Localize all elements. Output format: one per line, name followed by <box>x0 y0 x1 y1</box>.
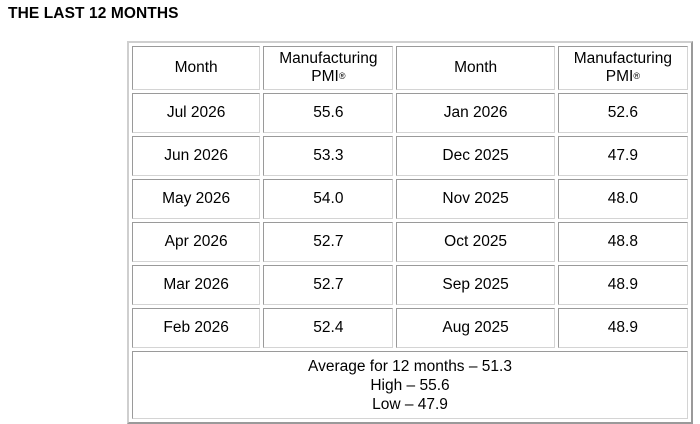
summary-high: High – 55.6 <box>370 376 450 394</box>
header-pmi-line1: Manufacturing <box>573 50 672 67</box>
header-pmi-line2: PMI® <box>264 68 392 86</box>
month-cell: Jan 2026 <box>396 93 555 133</box>
table-row: Jun 2026 53.3 Dec 2025 47.9 <box>132 136 688 176</box>
header-pmi-line2: PMI® <box>559 68 687 86</box>
header-month-right: Month <box>396 46 555 90</box>
registered-mark: ® <box>338 71 346 81</box>
pmi-cell: 48.0 <box>557 179 688 219</box>
section-title: THE LAST 12 MONTHS <box>8 5 179 22</box>
pmi-cell: 47.9 <box>557 136 688 176</box>
pmi-cell: 52.4 <box>263 308 394 348</box>
table-row: Apr 2026 52.7 Oct 2025 48.8 <box>132 222 688 262</box>
summary-average: Average for 12 months – 51.3 <box>308 357 512 375</box>
pmi-cell: 55.6 <box>263 93 394 133</box>
table-header-row: Month Manufacturing PMI® Month Manufactu… <box>132 46 688 90</box>
header-pmi-text: PMI <box>605 68 634 85</box>
pmi-cell: 52.6 <box>557 93 688 133</box>
month-cell: Aug 2025 <box>396 308 555 348</box>
table-row: Jul 2026 55.6 Jan 2026 52.6 <box>132 93 688 133</box>
registered-mark: ® <box>633 71 640 81</box>
summary-cell: Average for 12 months – 51.3 High – 55.6… <box>132 351 688 419</box>
month-cell: Nov 2025 <box>396 179 555 219</box>
pmi-cell: 48.9 <box>557 308 688 348</box>
header-pmi-line1: Manufacturing <box>279 50 378 67</box>
header-pmi-left: Manufacturing PMI® <box>263 46 394 90</box>
header-pmi-text: PMI <box>311 68 339 85</box>
pmi-cell: 52.7 <box>263 222 394 262</box>
header-month-label: Month <box>174 59 218 76</box>
pmi-cell: 54.0 <box>263 179 394 219</box>
month-cell: Jun 2026 <box>132 136 261 176</box>
month-cell: Oct 2025 <box>396 222 555 262</box>
header-month-left: Month <box>132 46 261 90</box>
pmi-cell: 48.9 <box>557 265 688 305</box>
header-month-label: Month <box>454 59 498 76</box>
pmi-cell: 53.3 <box>263 136 394 176</box>
month-cell: May 2026 <box>132 179 261 219</box>
header-pmi-right: Manufacturing PMI® <box>557 46 688 90</box>
month-cell: Apr 2026 <box>132 222 261 262</box>
summary-row: Average for 12 months – 51.3 High – 55.6… <box>132 351 688 419</box>
month-cell: Jul 2026 <box>132 93 261 133</box>
pmi-cell: 48.8 <box>557 222 688 262</box>
summary-low: Low – 47.9 <box>372 395 448 413</box>
month-cell: Mar 2026 <box>132 265 261 305</box>
pmi-cell: 52.7 <box>263 265 394 305</box>
month-cell: Feb 2026 <box>132 308 261 348</box>
table-row: Mar 2026 52.7 Sep 2025 48.9 <box>132 265 688 305</box>
pmi-table: Month Manufacturing PMI® Month Manufactu… <box>127 41 693 424</box>
table-row: May 2026 54.0 Nov 2025 48.0 <box>132 179 688 219</box>
month-cell: Dec 2025 <box>396 136 555 176</box>
table-row: Feb 2026 52.4 Aug 2025 48.9 <box>132 308 688 348</box>
month-cell: Sep 2025 <box>396 265 555 305</box>
